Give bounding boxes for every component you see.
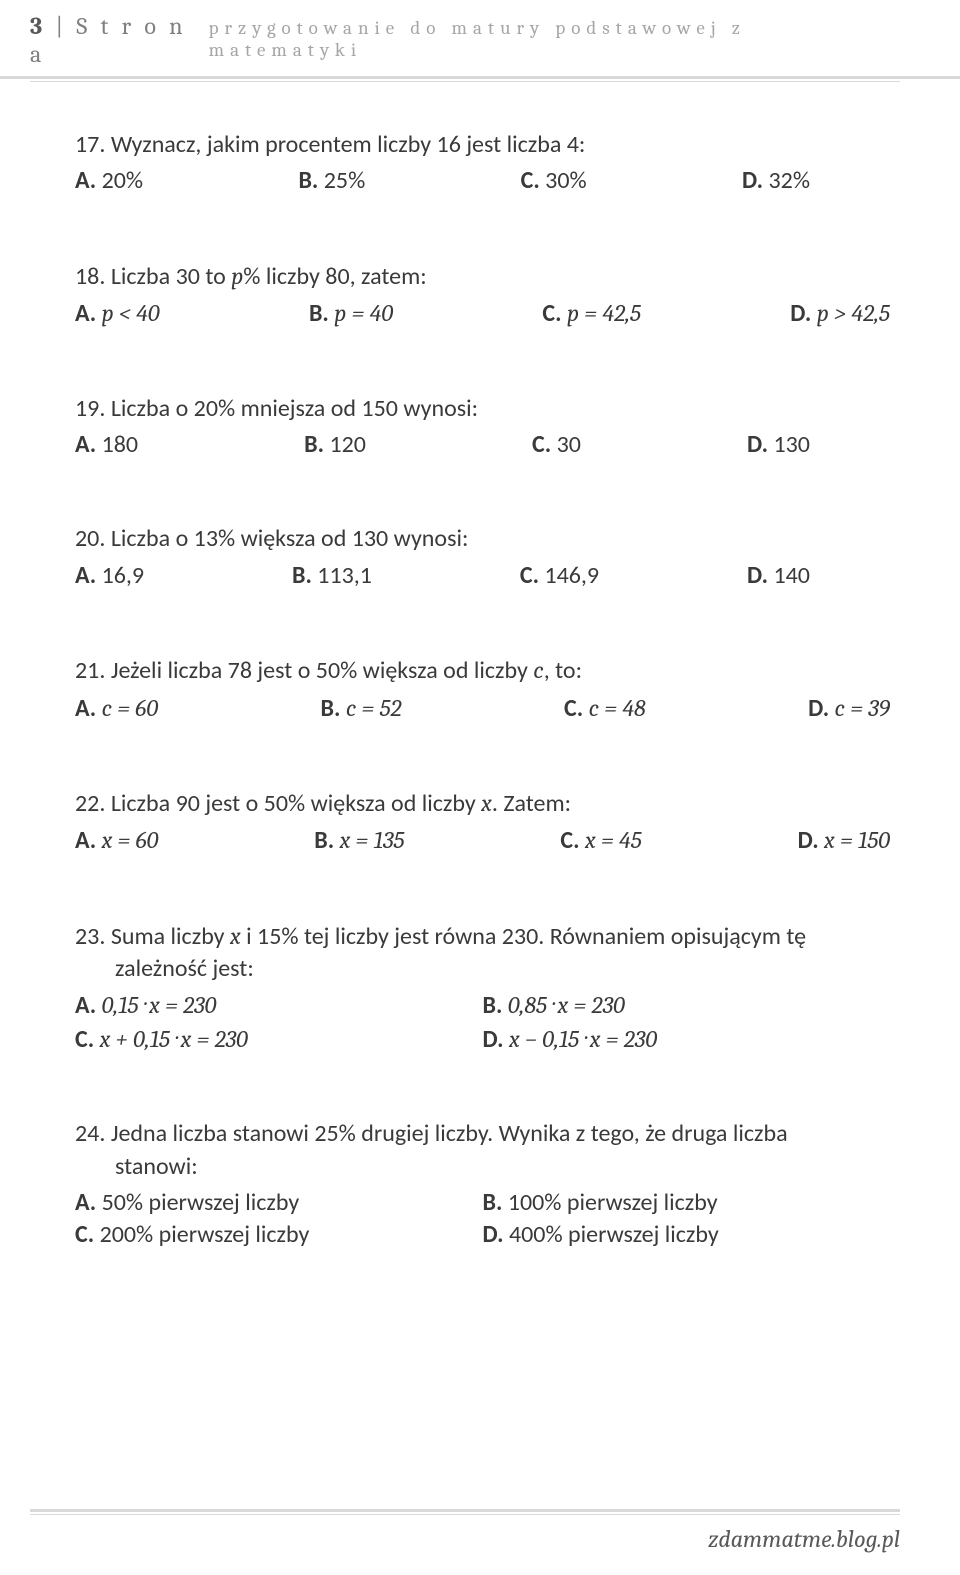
option-c: C. 30% [521, 165, 587, 197]
option-a: A. c = 60 [75, 692, 158, 725]
option-b: B. c = 52 [321, 692, 402, 725]
question-22: 22. Liczba 90 jest o 50% większa od licz… [75, 787, 890, 858]
option-c: C. p = 42,5 [542, 297, 641, 330]
option-a: A. 20% [75, 165, 143, 197]
question-24: 24. Jedna liczba stanowi 25% drugiej lic… [75, 1118, 890, 1252]
header-subtitle: przygotowanie do matury podstawowej z ma… [209, 17, 900, 61]
option-d: D. 400% pierwszej liczby [483, 1219, 891, 1251]
options: A. 180 B. 120 C. 30 D. 130 [75, 429, 890, 461]
option-a: A. p < 40 [75, 297, 160, 330]
option-d: D. 130 [747, 429, 810, 461]
page-header: 3 | S t r o n a przygotowanie do matury … [0, 0, 960, 79]
question-text: 21. Jeżeli liczba 78 jest o 50% większa … [75, 654, 890, 687]
option-c: C. c = 48 [564, 692, 646, 725]
options: A. 0,15 · x = 230 B. 0,85 · x = 230 C. x… [75, 989, 890, 1056]
options: A. 50% pierwszej liczby B. 100% pierwsze… [75, 1187, 890, 1252]
page-label: S t r o n a [30, 12, 187, 68]
options: A. 20% B. 25% C. 30% D. 32% [75, 165, 890, 197]
options: A. c = 60 B. c = 52 C. c = 48 D. c = 39 [75, 692, 890, 725]
option-d: D. 140 [747, 560, 810, 592]
option-b: B. 25% [298, 165, 365, 197]
option-a: A. 0,15 · x = 230 [75, 989, 483, 1022]
options: A. p < 40 B. p = 40 C. p = 42,5 D. p > 4… [75, 297, 890, 330]
option-d: D. c = 39 [808, 692, 890, 725]
question-17: 17. Wyznacz, jakim procentem liczby 16 j… [75, 129, 890, 198]
question-text: 23. Suma liczby x i 15% tej liczby jest … [75, 920, 890, 986]
page-number-block: 3 | S t r o n a [30, 12, 209, 68]
question-text: 22. Liczba 90 jest o 50% większa od licz… [75, 787, 890, 820]
question-19: 19. Liczba o 20% mniejsza od 150 wynosi:… [75, 393, 890, 462]
option-b: B. 113,1 [292, 560, 372, 592]
option-c: C. 146,9 [520, 560, 599, 592]
option-d: D. 32% [742, 165, 810, 197]
option-d: D. x − 0,15 · x = 230 [483, 1023, 891, 1056]
options: A. x = 60 B. x = 135 C. x = 45 D. x = 15… [75, 824, 890, 857]
question-23: 23. Suma liczby x i 15% tej liczby jest … [75, 920, 890, 1057]
question-text: 19. Liczba o 20% mniejsza od 150 wynosi: [75, 393, 890, 425]
option-b: B. p = 40 [309, 297, 393, 330]
question-text: 24. Jedna liczba stanowi 25% drugiej lic… [75, 1118, 890, 1183]
page-number: 3 [30, 12, 46, 40]
option-c: C. x + 0,15 · x = 230 [75, 1023, 483, 1056]
option-b: B. x = 135 [314, 824, 404, 857]
options: A. 16,9 B. 113,1 C. 146,9 D. 140 [75, 560, 890, 592]
option-a: A. 50% pierwszej liczby [75, 1187, 483, 1219]
option-a: A. 16,9 [75, 560, 144, 592]
option-a: A. 180 [75, 429, 138, 461]
question-text: 17. Wyznacz, jakim procentem liczby 16 j… [75, 129, 890, 161]
option-d: D. p > 42,5 [790, 297, 890, 330]
content: 17. Wyznacz, jakim procentem liczby 16 j… [0, 79, 960, 1344]
page-footer: zdammatme.blog.pl [30, 1509, 900, 1553]
option-a: A. x = 60 [75, 824, 158, 857]
question-text: 18. Liczba 30 to p% liczby 80, zatem: [75, 260, 890, 293]
option-b: B. 100% pierwszej liczby [483, 1187, 891, 1219]
question-21: 21. Jeżeli liczba 78 jest o 50% większa … [75, 654, 890, 725]
option-d: D. x = 150 [798, 824, 890, 857]
footer-link: zdammatme.blog.pl [708, 1519, 900, 1553]
option-c: C. 30 [532, 429, 581, 461]
option-b: B. 0,85 · x = 230 [483, 989, 891, 1022]
option-c: C. 200% pierwszej liczby [75, 1219, 483, 1251]
option-b: B. 120 [304, 429, 366, 461]
option-c: C. x = 45 [560, 824, 641, 857]
question-text: 20. Liczba o 13% większa od 130 wynosi: [75, 523, 890, 555]
question-18: 18. Liczba 30 to p% liczby 80, zatem: A.… [75, 260, 890, 331]
question-20: 20. Liczba o 13% większa od 130 wynosi: … [75, 523, 890, 592]
